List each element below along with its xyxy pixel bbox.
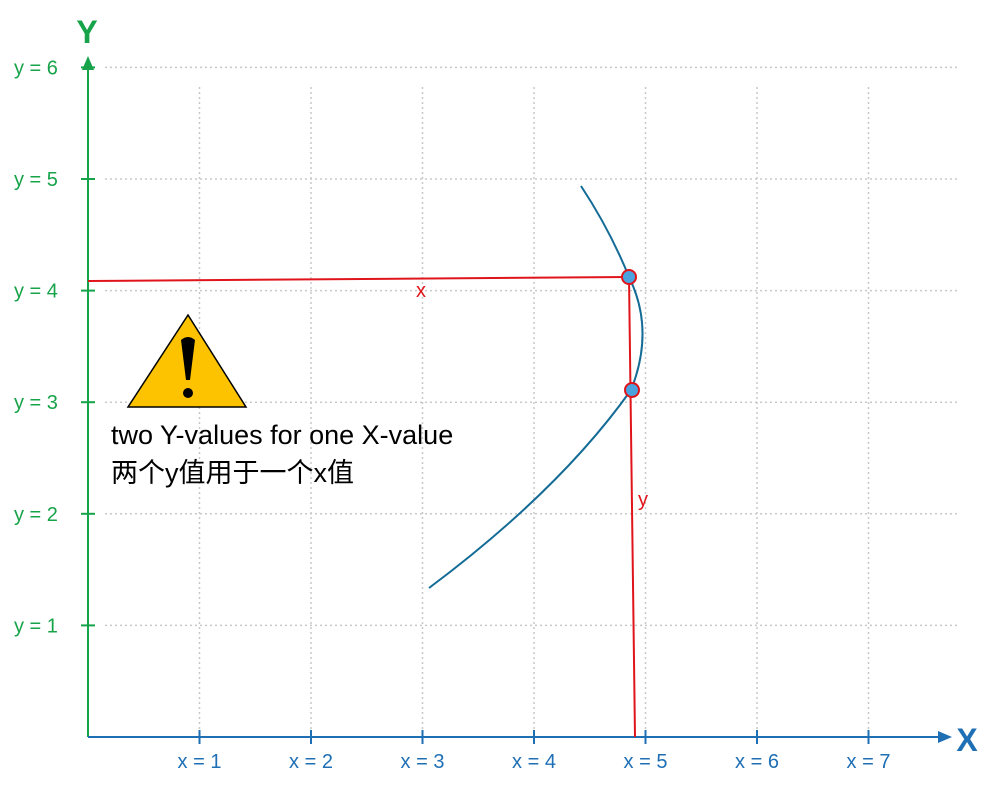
x-marker-label: x xyxy=(416,280,426,302)
annotation-line: 两个y值用于一个x值 xyxy=(111,458,354,488)
x-tick-label: x = 4 xyxy=(512,751,556,773)
y-line xyxy=(628,276,636,738)
x-tick-label: x = 7 xyxy=(847,751,891,773)
grid xyxy=(105,66,958,737)
annotation-line: two Y-values for one X-value xyxy=(111,420,453,450)
y-marker-label: y xyxy=(638,489,648,511)
curve xyxy=(428,185,644,589)
y-tick-label: y = 3 xyxy=(14,392,58,414)
y-axis-label: Y xyxy=(76,14,97,50)
y-tick-label: y = 5 xyxy=(14,169,58,191)
x-arrow xyxy=(938,731,952,743)
y-tick-label: y = 4 xyxy=(14,281,58,303)
y-tick-label: y = 2 xyxy=(14,504,58,526)
x-tick-label: x = 2 xyxy=(289,751,333,773)
x-axis-label: X xyxy=(956,722,978,758)
warning-dot xyxy=(183,388,193,398)
x-tick-label: x = 1 xyxy=(178,751,222,773)
x-tick-label: x = 3 xyxy=(401,751,445,773)
ticks: x = 1 x = 2 x = 3 x = 4 x = 5 x = 6 x = 7 y = 1… xyxy=(14,57,890,773)
intersection-point xyxy=(624,382,640,398)
x-tick-label: x = 5 xyxy=(624,751,668,773)
x-tick-label: x = 6 xyxy=(735,751,779,773)
y-tick-label: y = 1 xyxy=(14,615,58,637)
warning-mark xyxy=(181,337,195,380)
y-tick-label: y = 6 xyxy=(14,57,58,79)
intersection-point xyxy=(621,269,637,285)
x-line xyxy=(87,276,630,282)
